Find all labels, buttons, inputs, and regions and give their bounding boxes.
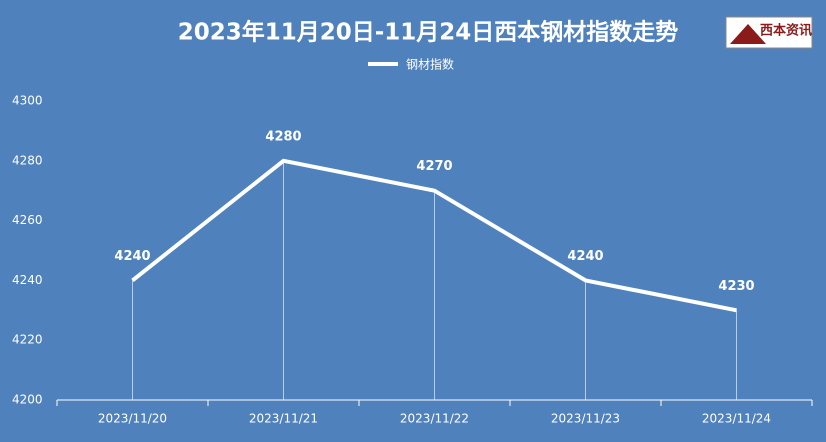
legend-label: 钢材指数 [406,57,454,72]
y-tick-label: 4300 [12,94,43,108]
x-tick-label: 2023/11/20 [98,412,167,426]
x-tick-label: 2023/11/23 [551,412,620,426]
y-tick-label: 4220 [12,333,43,347]
data-label: 4270 [416,159,452,174]
x-tick-label: 2023/11/21 [249,412,318,426]
x-tick-label: 2023/11/22 [400,412,469,426]
series-line [131,158,737,313]
y-tick-label: 4240 [12,273,43,287]
y-tick-label: 4280 [12,153,43,167]
data-label: 4230 [718,279,754,294]
chart-title: 2023年11月20日-11月24日西本钢材指数走势 [178,19,679,46]
y-tick-label: 4200 [12,393,43,407]
data-label: 4280 [265,129,301,144]
logo-text: 西本资讯 [760,23,812,39]
logo-icon [730,24,766,44]
x-tick-label: 2023/11/24 [702,412,771,426]
y-tick-label: 4260 [12,213,43,227]
data-label: 4240 [114,249,150,264]
logo: 西本资讯 [725,16,813,49]
data-label: 4240 [567,249,603,264]
